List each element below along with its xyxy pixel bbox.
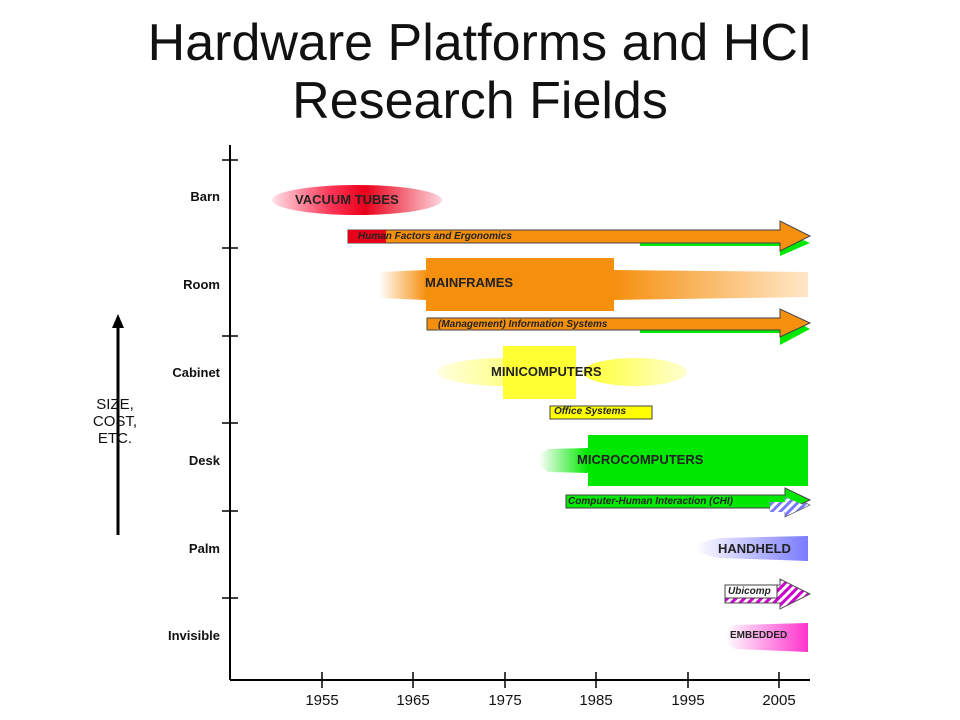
slide-title-line-1: Hardware Platforms and HCI: [147, 14, 813, 72]
information-systems-arrow: [426, 308, 812, 345]
y-level-palm: Palm: [188, 541, 220, 556]
embedded-shape: [725, 623, 808, 652]
platform-label-microcomputers: MICROCOMPUTERS: [577, 452, 704, 467]
y-axis-ticks: [222, 159, 238, 599]
slide-title-line-2: Research Fields: [292, 72, 668, 130]
x-axis-ticks: [321, 672, 780, 688]
handheld-shape: [695, 536, 808, 561]
slide-title: Hardware Platforms and HCI Research Fiel…: [0, 14, 960, 130]
platform-label-handheld: HANDHELD: [718, 541, 791, 556]
minicomputers-shape: [437, 346, 687, 399]
field-label-information-systems: (Management) Information Systems: [438, 319, 608, 330]
field-label-chi: Computer-Human Interaction (CHI): [568, 496, 733, 507]
human-factors-arrow: [347, 220, 812, 256]
y-level-barn: Barn: [190, 189, 220, 204]
y-level-cabinet: Cabinet: [172, 365, 220, 380]
mainframes-shape: [379, 258, 808, 311]
office-systems-box: [549, 405, 653, 420]
ubicomp-arrow: [724, 578, 812, 610]
x-tick-1995: 1995: [671, 692, 705, 709]
x-tick-1975: 1975: [488, 692, 522, 709]
y-level-room: Room: [183, 277, 220, 292]
field-label-office-systems: Office Systems: [554, 406, 627, 417]
x-tick-1985: 1985: [579, 692, 613, 709]
size-arrow-head: [112, 314, 124, 328]
field-label-ubicomp: Ubicomp: [728, 586, 771, 597]
size-cost-label: SIZE, COST, ETC.: [92, 396, 138, 447]
vacuum-tubes-shape: [272, 185, 442, 215]
field-label-human-factors: Human Factors and Ergonomics: [358, 231, 512, 242]
platform-label-embedded: EMBEDDED: [730, 630, 788, 641]
y-level-invisible: Invisible: [167, 628, 220, 643]
y-level-desk: Desk: [188, 453, 220, 468]
x-tick-2005: 2005: [762, 692, 796, 709]
x-tick-1965: 1965: [396, 692, 430, 709]
chi-arrow: [565, 487, 812, 518]
platform-label-minicomputers: MINICOMPUTERS: [491, 364, 602, 379]
x-tick-1955: 1955: [305, 692, 339, 709]
platform-label-vacuum-tubes: VACUUM TUBES: [295, 192, 399, 207]
microcomputers-shape: [539, 435, 808, 486]
platform-label-mainframes: MAINFRAMES: [425, 275, 514, 290]
